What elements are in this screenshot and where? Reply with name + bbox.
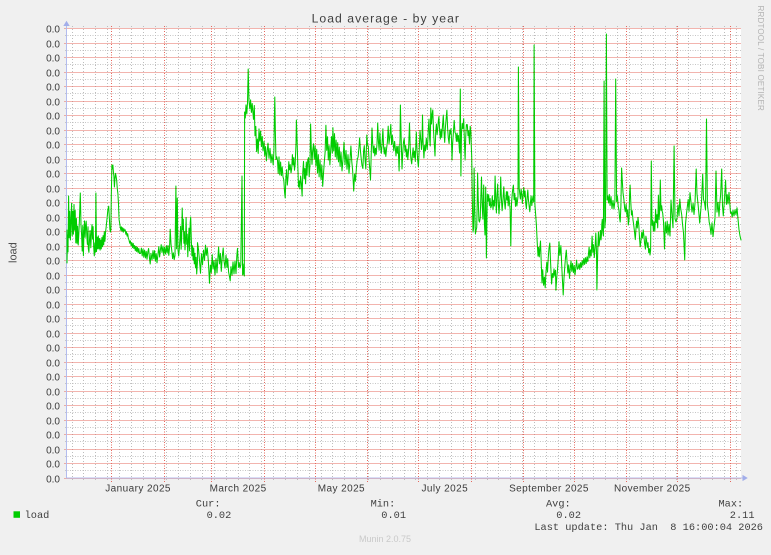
svg-text:Munin 2.0.75: Munin 2.0.75	[359, 534, 411, 544]
svg-text:0.0: 0.0	[46, 388, 60, 399]
svg-text:0.0: 0.0	[46, 141, 60, 152]
svg-text:0.0: 0.0	[46, 170, 60, 181]
svg-text:0.0: 0.0	[46, 402, 60, 413]
svg-text:0.0: 0.0	[46, 83, 60, 94]
svg-text:Cur:: Cur:	[196, 498, 221, 510]
svg-text:0.01: 0.01	[381, 510, 406, 522]
svg-text:0.0: 0.0	[46, 431, 60, 442]
svg-text:0.0: 0.0	[46, 315, 60, 326]
svg-text:0.0: 0.0	[46, 359, 60, 370]
svg-text:November 2025: November 2025	[614, 483, 691, 494]
svg-text:0.0: 0.0	[46, 330, 60, 341]
svg-text:load: load	[25, 510, 50, 522]
svg-text:0.0: 0.0	[46, 272, 60, 283]
svg-text:0.0: 0.0	[46, 98, 60, 109]
svg-text:0.0: 0.0	[46, 199, 60, 210]
svg-text:0.0: 0.0	[46, 257, 60, 268]
svg-text:Min:: Min:	[371, 498, 396, 510]
svg-text:0.02: 0.02	[207, 510, 232, 522]
svg-text:0.02: 0.02	[556, 510, 581, 522]
svg-text:0.0: 0.0	[46, 214, 60, 225]
svg-text:0.0: 0.0	[46, 228, 60, 239]
svg-text:July 2025: July 2025	[422, 483, 469, 494]
svg-text:March 2025: March 2025	[210, 483, 267, 494]
svg-text:September 2025: September 2025	[509, 483, 589, 494]
svg-text:0.0: 0.0	[46, 243, 60, 254]
svg-text:0.0: 0.0	[46, 185, 60, 196]
svg-text:0.0: 0.0	[46, 301, 60, 312]
svg-text:0.0: 0.0	[46, 344, 60, 355]
svg-text:0.0: 0.0	[46, 286, 60, 297]
svg-text:Last update: Thu Jan 8 16:00:: Last update: Thu Jan 8 16:00:04 2026	[534, 522, 763, 534]
svg-text:0.0: 0.0	[46, 127, 60, 138]
svg-text:January 2025: January 2025	[105, 483, 171, 494]
svg-text:0.0: 0.0	[46, 112, 60, 123]
svg-text:0.0: 0.0	[46, 69, 60, 80]
svg-text:2.11: 2.11	[730, 510, 755, 522]
svg-text:0.0: 0.0	[46, 156, 60, 167]
svg-text:RRDTOOL / TOBI OETIKER: RRDTOOL / TOBI OETIKER	[756, 6, 765, 111]
svg-text:0.0: 0.0	[46, 460, 60, 471]
svg-text:0.0: 0.0	[46, 373, 60, 384]
svg-text:0.0: 0.0	[46, 40, 60, 51]
svg-text:May 2025: May 2025	[318, 483, 365, 494]
svg-text:0.0: 0.0	[46, 25, 60, 36]
svg-text:Avg:: Avg:	[546, 498, 571, 510]
svg-text:0.0: 0.0	[46, 446, 60, 457]
svg-text:0.0: 0.0	[46, 54, 60, 65]
svg-text:Max:: Max:	[718, 498, 743, 510]
svg-text:0.0: 0.0	[46, 475, 60, 486]
svg-text:load: load	[8, 242, 20, 263]
svg-text:0.0: 0.0	[46, 417, 60, 428]
svg-text:Load average - by year: Load average - by year	[312, 12, 460, 26]
